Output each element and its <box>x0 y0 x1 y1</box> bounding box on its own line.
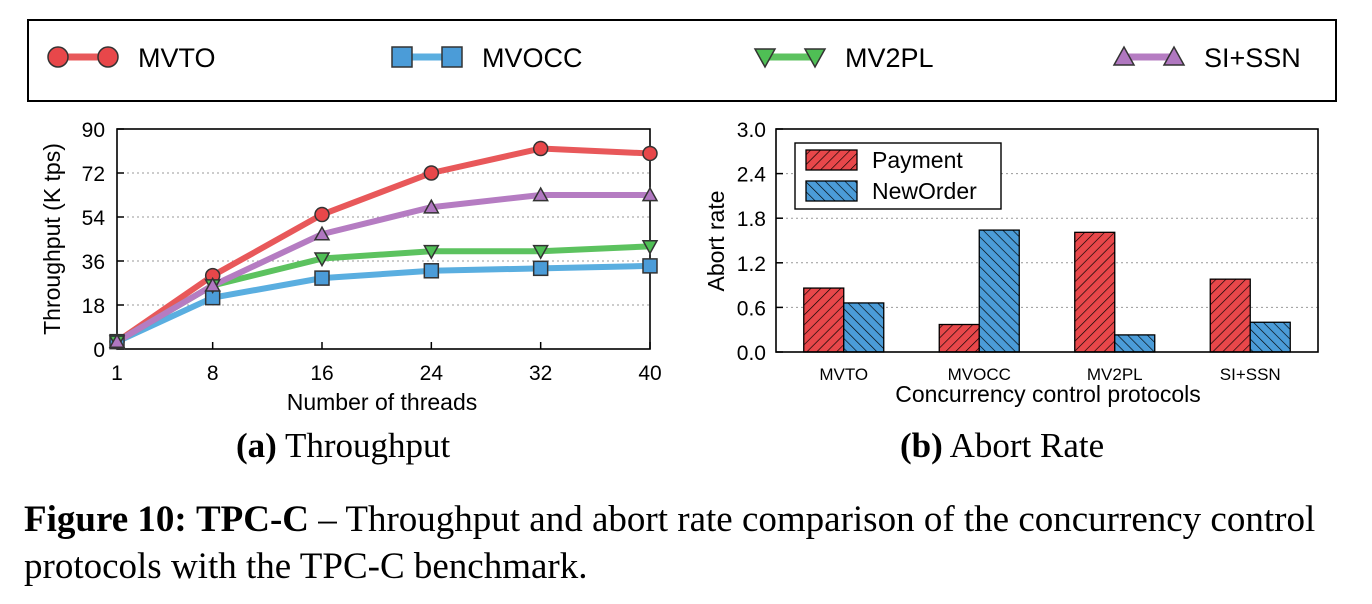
figure-caption: Figure 10: TPC-C – Throughput and abort … <box>24 496 1354 590</box>
throughput-point-mv2pl <box>641 239 659 255</box>
abort-bar-payment-mv2pl <box>1074 231 1116 353</box>
abort-bar-payment-mvocc <box>938 323 980 353</box>
abort-legend-label-payment: Payment <box>872 147 963 173</box>
subcaption-b-text: Abort Rate <box>949 426 1105 465</box>
legend-label-mvto: MVTO <box>138 43 216 73</box>
throughput-point-mvocc <box>642 258 658 274</box>
throughput-point-mvto <box>532 140 549 157</box>
abort-legend-swatch-neworder <box>805 180 858 202</box>
shared-legend: MVTO MVOCC MV2PL SI+SSN <box>27 19 1337 102</box>
abort-legend: Payment NewOrder <box>794 142 1002 210</box>
caption-label: Figure 10: <box>24 499 187 540</box>
abort-legend-label-neworder: NewOrder <box>872 178 977 204</box>
abort-rate-chart: 0.0 0.6 1.2 1.8 2.4 3.0 MVTO MVOCC MV2PL SI+SSN P… <box>703 119 1319 407</box>
abort-ylabel: Abort rate <box>703 191 729 292</box>
throughput-point-mvocc <box>314 270 330 286</box>
subcaption-a: (a) Throughput <box>236 426 450 466</box>
caption-title: TPC-C <box>195 499 310 540</box>
abort-ytick-label: 0.6 <box>737 297 766 320</box>
abort-bar-neworder-mv2pl <box>1114 334 1156 353</box>
legend-marker-mvto-left <box>47 46 69 68</box>
legend-marker-si+ssn-right <box>1162 45 1186 66</box>
throughput-point-mvocc <box>532 260 549 277</box>
caption-text: – Throughput and abort rate comparison o… <box>24 499 1316 587</box>
abort-category-label: MV2PL <box>1087 365 1143 384</box>
abort-ytick-label: 0.0 <box>737 342 766 365</box>
legend-marker-mv2pl-right <box>803 48 827 69</box>
abort-ytick-label: 2.4 <box>737 164 767 187</box>
legend-label-mv2pl: MV2PL <box>845 43 934 73</box>
throughput-xtick-label: 1 <box>111 362 123 385</box>
throughput-point-mvocc <box>423 263 440 279</box>
throughput-series-line-mvto <box>115 145 651 345</box>
abort-bar-neworder-mvocc <box>978 229 1020 353</box>
throughput-series-line-mvocc <box>115 262 651 345</box>
throughput-point-mv2pl <box>532 244 549 260</box>
throughput-xtick-label: 32 <box>529 362 552 385</box>
throughput-point-mvto <box>423 165 440 181</box>
legend-marker-mvocc-left <box>391 46 413 68</box>
legend-label-mvocc: MVOCC <box>482 43 583 73</box>
throughput-series-line-si+ssn <box>115 192 650 345</box>
throughput-point-mvto <box>314 206 330 223</box>
throughput-xlabel: Number of threads <box>287 389 477 415</box>
legend-marker-mvto-right <box>97 46 119 68</box>
throughput-ytick-label: 0 <box>93 339 105 362</box>
abort-category-label: MVOCC <box>948 365 1011 384</box>
throughput-ylabel: Throughput (K tps) <box>39 143 65 335</box>
throughput-xtick-label: 40 <box>638 362 661 385</box>
throughput-point-mvto <box>642 145 658 162</box>
abort-xlabel: Concurrency control protocols <box>895 381 1201 407</box>
throughput-point-si+ssn <box>423 198 440 214</box>
subcaption-a-text: Throughput <box>284 426 451 465</box>
throughput-point-si+ssn <box>532 186 549 202</box>
throughput-point-si+ssn <box>313 225 331 241</box>
abort-legend-swatch-payment <box>805 149 858 171</box>
throughput-point-si+ssn <box>641 186 659 202</box>
abort-bar-payment-si-ssn <box>1209 278 1251 353</box>
abort-bar-neworder-mvto <box>843 302 885 353</box>
throughput-ytick-label: 54 <box>82 207 106 230</box>
legend-label-si+ssn: SI+SSN <box>1204 43 1301 73</box>
subcaption-b: (b) Abort Rate <box>900 426 1104 466</box>
throughput-ytick-label: 18 <box>82 295 105 318</box>
throughput-ytick-label: 36 <box>82 251 105 274</box>
legend-marker-si+ssn-left <box>1112 45 1136 66</box>
throughput-xtick-label: 8 <box>207 362 219 385</box>
abort-category-label: SI+SSN <box>1220 365 1281 384</box>
throughput-point-si+ssn <box>204 276 221 292</box>
abort-plot-frame <box>775 128 1319 353</box>
throughput-xtick-label: 16 <box>310 362 333 385</box>
throughput-ytick-label: 72 <box>82 163 105 186</box>
legend-marker-mv2pl-left <box>753 48 777 69</box>
throughput-point-mv2pl <box>423 244 440 260</box>
throughput-ytick-label: 90 <box>82 119 105 142</box>
abort-ytick-label: 1.2 <box>737 253 766 276</box>
subcaption-b-label: (b) <box>900 426 943 465</box>
abort-bar-neworder-si-ssn <box>1249 321 1291 353</box>
throughput-xtick-label: 24 <box>420 362 444 385</box>
throughput-plot-frame <box>116 128 651 350</box>
abort-ytick-label: 1.8 <box>737 208 766 231</box>
throughput-point-mv2pl <box>313 252 331 268</box>
legend-marker-mvocc-right <box>441 46 463 68</box>
abort-ytick-label: 3.0 <box>737 119 766 142</box>
abort-category-label: MVTO <box>819 365 868 384</box>
throughput-point-si+ssn <box>108 333 126 349</box>
subcaption-a-label: (a) <box>236 426 277 465</box>
abort-bar-payment-mvto <box>803 287 845 353</box>
